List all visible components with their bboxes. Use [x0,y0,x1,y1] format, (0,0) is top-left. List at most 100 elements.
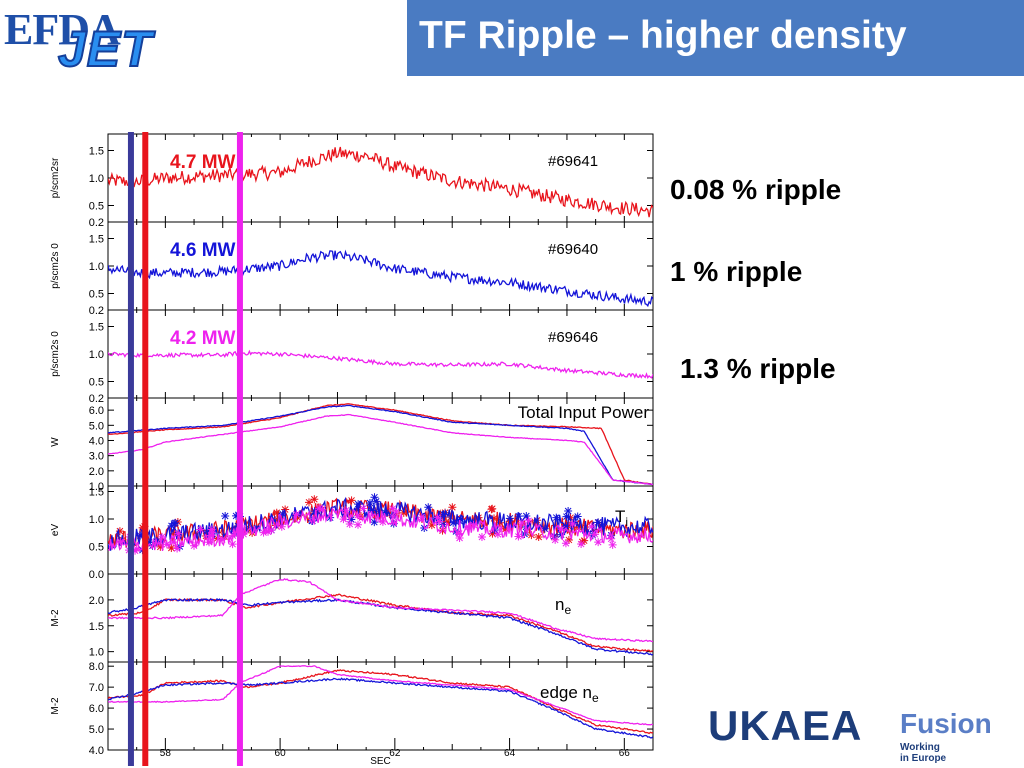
xtick-label-0: 58 [160,748,172,759]
panel-label-p6: ne [555,595,571,617]
fusion-logo-subtitle: Working in Europe [900,742,946,764]
series-marker-p5-magenta [389,512,398,521]
series-marker-p5-magenta [517,518,526,527]
ytick-label-p1-1: 0.5 [89,201,104,213]
series-marker-p5-magenta [339,515,348,524]
series-marker-p5-blue [170,519,179,528]
power-label-p2: 4.6 MW [170,240,236,261]
ytick-label-p7-2: 6.0 [89,703,104,715]
series-marker-p5-blue [136,531,145,540]
ytick-label-p2-2: 1.0 [89,261,104,273]
series-marker-p5-magenta [342,506,351,515]
series-marker-p5-blue [594,518,603,527]
series-line-p7-blue [108,677,653,739]
series-marker-p5-red [490,514,499,523]
xtick-label-2: 62 [389,748,401,759]
series-marker-p5-blue [347,515,356,524]
ytick-label-p3-0: 0.2 [89,393,104,405]
series-marker-p5-red [578,537,587,546]
series-marker-p5-magenta [169,538,178,547]
fusion-sub-2: in Europe [900,753,947,764]
series-marker-p5-magenta [132,544,141,553]
panel-label-p3: #69646 [548,329,598,346]
ytick-label-p1-3: 1.5 [89,146,104,158]
series-marker-p5-magenta [354,520,362,529]
series-marker-p5-blue [540,524,549,533]
series-marker-p5-red [167,543,176,552]
series-marker-p5-magenta [218,535,227,544]
ytick-label-p5-1: 0.5 [89,542,104,554]
series-marker-p5-magenta [608,540,617,549]
series-marker-p5-red [534,532,543,541]
series-marker-p5-magenta [417,513,426,522]
series-marker-p5-blue [564,506,573,515]
series-marker-p5-blue [370,493,379,502]
ytick-label-p2-0: 0.2 [89,305,104,317]
ylabel-p1: p/scm2sr [50,157,61,198]
page-title: TF Ripple – higher density [419,14,907,57]
ukaea-logo: UKAEA [708,702,863,749]
series-marker-p5-blue [439,510,448,519]
xaxis-label: SEC [370,756,391,767]
xtick-label-1: 60 [275,748,287,759]
series-marker-p5-magenta [587,522,596,531]
series-marker-p5-red [346,510,355,519]
series-marker-p5-magenta [455,533,464,542]
series-marker-p5-magenta [551,535,560,544]
title-bar: TF Ripple – higher density [407,0,1024,76]
ytick-label-p4-3: 4.0 [89,435,104,447]
series-marker-p5-magenta [228,540,237,549]
series-marker-p5-blue [144,538,153,547]
series-marker-p5-red [293,512,302,521]
power-label-p3: 4.2 MW [170,328,236,349]
series-marker-p5-blue [449,518,458,527]
series-marker-p5-magenta [318,505,327,514]
series-marker-p5-blue [514,512,523,521]
series-line-p6-blue [108,597,653,656]
ytick-label-p1-0: 0.2 [89,217,104,229]
series-line-p4-red [108,403,653,486]
series-marker-p5-magenta [464,522,473,531]
series-marker-p5-red [169,529,178,538]
series-marker-p5-magenta [228,531,237,540]
series-marker-p5-magenta [607,534,616,543]
series-marker-p5-magenta [455,529,464,538]
series-marker-p5-blue [370,518,379,527]
series-marker-p5-red [488,529,497,538]
ytick-label-p2-3: 1.5 [89,234,104,246]
series-marker-p5-red [115,527,124,536]
series-marker-p5-blue [505,514,514,523]
series-marker-p5-magenta [158,532,167,541]
series-marker-p5-red [347,496,356,505]
series-marker-p5-blue [221,512,230,521]
series-marker-p5-magenta [116,537,125,546]
series-marker-p5-red [564,535,573,544]
series-marker-p5-magenta [162,540,171,549]
series-marker-p5-blue [310,507,319,516]
series-marker-p5-blue [354,500,363,509]
ytick-label-p5-2: 1.0 [89,514,104,526]
ytick-label-p3-3: 1.5 [89,322,104,334]
ytick-label-p7-4: 8.0 [89,661,104,673]
ytick-label-p7-1: 5.0 [89,724,104,736]
series-marker-p5-red [501,524,510,533]
series-marker-p5-blue [372,497,381,506]
series-marker-p5-red [448,503,457,512]
fusion-sub-1: Working [900,742,940,753]
ylabel-p4: W [50,437,61,447]
series-marker-p5-blue [490,525,499,534]
fusion-logo: Fusion [900,708,992,739]
panel-label-p5: Ti [615,507,628,529]
series-marker-p5-blue [367,506,376,515]
series-line-p1-red [108,146,653,218]
xtick-label-4: 66 [619,748,631,759]
series-marker-p5-red [173,517,182,526]
series-marker-p5-blue [573,512,582,521]
series-marker-p5-blue [365,499,374,508]
series-marker-p5-magenta [264,527,273,536]
series-marker-p5-magenta [469,520,478,529]
series-marker-p5-red [304,498,313,507]
series-marker-p5-magenta [591,530,600,539]
ripple-label-blue: 1 % ripple [670,256,803,287]
series-marker-p5-magenta [267,526,276,535]
